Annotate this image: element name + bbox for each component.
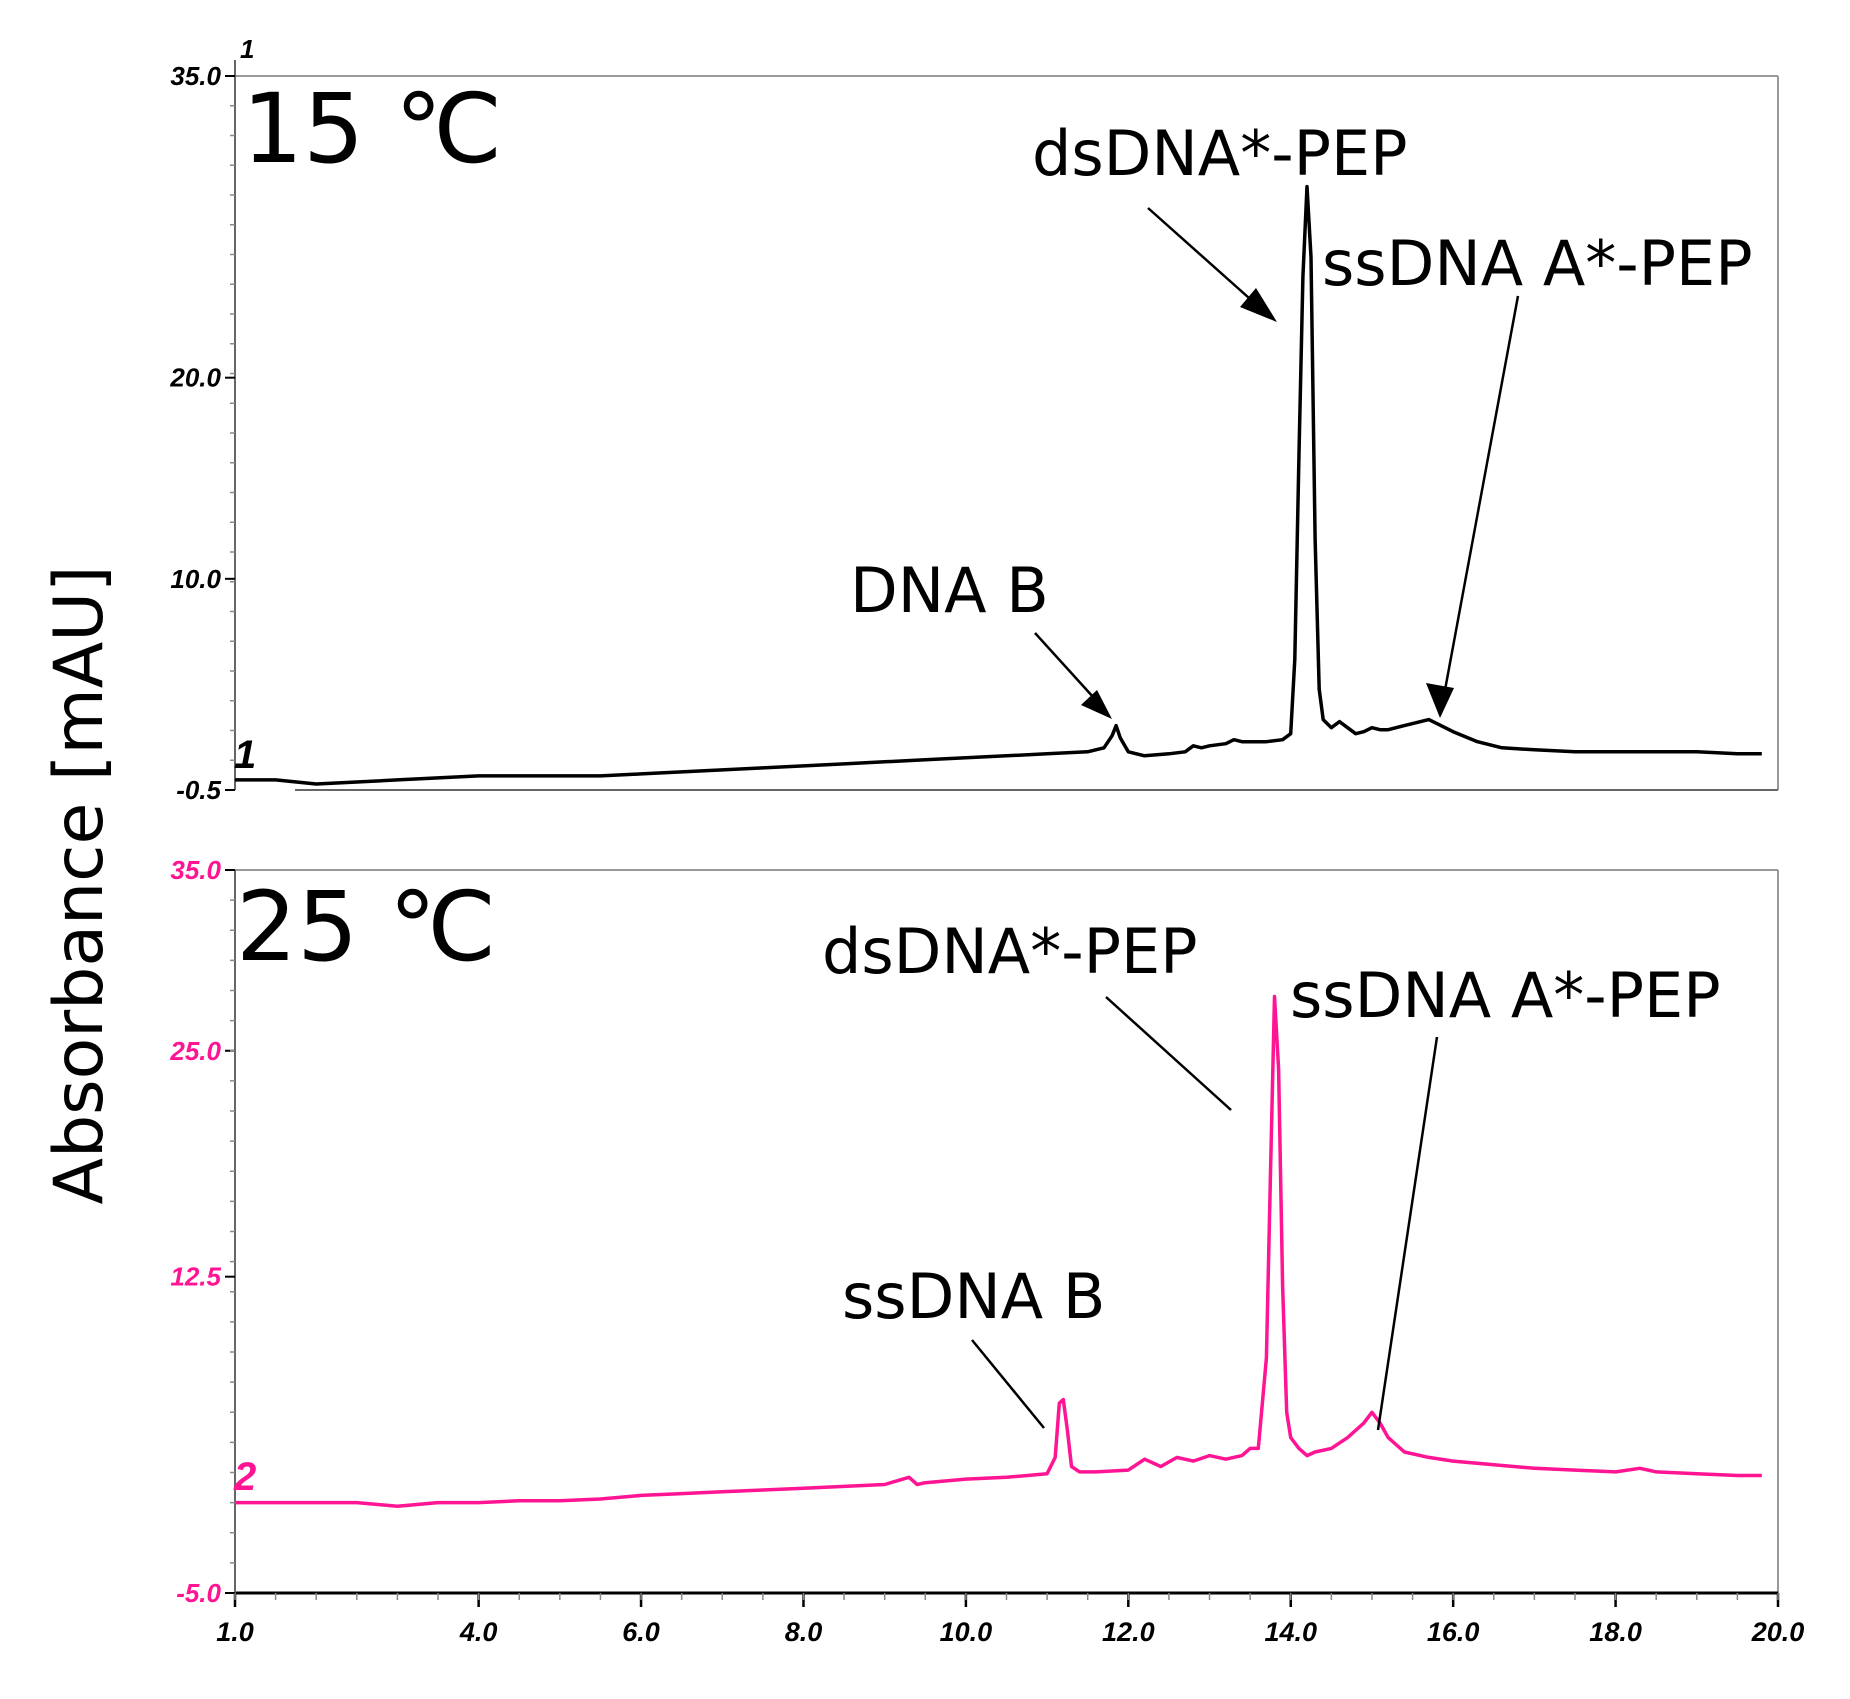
panel2-temperature-label: 25 ℃ (236, 871, 496, 983)
panel2-annotation-ssdna-a-leader (1376, 1036, 1439, 1431)
y-tick-label: -5.0 (176, 1578, 221, 1608)
panel2-trace-number: 2 (233, 1455, 256, 1499)
y-tick-label: 12.5 (170, 1262, 221, 1292)
x-tick-label: 14.0 (1264, 1617, 1317, 1647)
x-tick-label: 12.0 (1102, 1617, 1155, 1647)
x-tick-label: 4.0 (459, 1617, 498, 1647)
panel1-annotation-dsdna-arrow (1147, 207, 1259, 307)
panel1-annotation-ssdna-a: ssDNA A*-PEP (1322, 227, 1753, 300)
panel1-annotation-dna-b: DNA B (850, 554, 1049, 627)
panel1-annotation-dsdna-arrowhead (1240, 288, 1277, 322)
panel1-annotation-dna-b-arrowhead (1081, 690, 1112, 719)
panel2-trace-line (235, 994, 1762, 1508)
panel-15c: -0.5 10.0 20.0 35.0 1 1 15 ℃ DNA B dsDNA*-P… (169, 34, 1779, 805)
y-tick-label: 35.0 (170, 61, 221, 91)
panel1-top-tick-marker: 1 (240, 34, 254, 64)
panel1-annotation-ssdna-a-arrow (1443, 295, 1520, 691)
y-tick-label: 20.0 (169, 363, 221, 393)
panel2-annotation-dsdna-leader (1105, 996, 1232, 1111)
panel1-temperature-label: 15 ℃ (242, 73, 502, 185)
panel1-trace-number: 1 (234, 733, 256, 777)
y-tick-label: 35.0 (170, 855, 221, 885)
panel2-annotation-ssdna-b: ssDNA B (842, 1260, 1105, 1333)
x-tick-label: 16.0 (1427, 1617, 1480, 1647)
y-tick-label: 25.0 (169, 1036, 221, 1066)
panel1-trace-line (235, 184, 1762, 786)
x-tick-label: 8.0 (785, 1617, 823, 1647)
x-tick-label: 18.0 (1589, 1617, 1642, 1647)
y-axis-label: Absorbance [mAU] (40, 565, 119, 1204)
panel1-y-ticks: -0.5 10.0 20.0 35.0 (169, 61, 235, 805)
panel2-x-ticks: 1.0 4.0 6.0 8.0 10.0 12.0 14.0 16.0 18.0 20.0 (216, 1593, 1804, 1647)
x-tick-label: 20.0 (1751, 1617, 1805, 1647)
y-tick-label: 10.0 (170, 564, 221, 594)
panel2-annotation-dsdna: dsDNA*-PEP (822, 915, 1198, 988)
x-tick-label: 1.0 (216, 1617, 254, 1647)
panel-25c: -5.0 12.5 25.0 35.0 1.0 4.0 6.0 8.0 10.0 12.0 14.… (169, 855, 1804, 1647)
x-tick-label: 10.0 (940, 1617, 993, 1647)
panel2-annotation-ssdna-a: ssDNA A*-PEP (1290, 959, 1721, 1032)
x-tick-label: 6.0 (622, 1617, 660, 1647)
panel1-annotation-dsdna: dsDNA*-PEP (1032, 117, 1408, 190)
panel1-annotation-ssdna-a-arrowhead (1426, 683, 1454, 718)
panel2-annotation-ssdna-b-leader (971, 1339, 1045, 1429)
y-tick-label: -0.5 (176, 775, 221, 805)
panel2-y-ticks: -5.0 12.5 25.0 35.0 (169, 855, 235, 1608)
